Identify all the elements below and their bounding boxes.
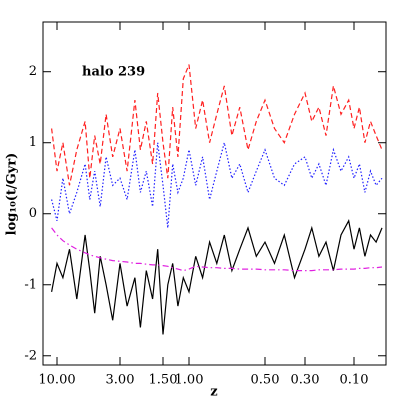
series-line: [51, 227, 383, 272]
x-tick-label: 0.10: [340, 373, 369, 388]
x-tick-label: 3.00: [106, 373, 135, 388]
series-line: [51, 219, 383, 335]
y-tick-label: -2: [24, 348, 37, 363]
y-tick-label: 1: [29, 135, 37, 150]
y-tick-label: 0: [29, 206, 37, 221]
y-axis-label: log₁₀(t/Gyr): [5, 153, 20, 236]
plot-frame: [42, 21, 387, 366]
y-tick-label: 2: [29, 64, 37, 79]
x-tick-label: 1.50: [149, 373, 178, 388]
x-tick-label: 0.50: [251, 373, 280, 388]
series-line: [51, 64, 383, 186]
x-tick-label: 1.00: [175, 373, 204, 388]
x-axis-label: z: [210, 385, 217, 400]
x-tick-label: 0.30: [291, 373, 320, 388]
x-tick-label: 10.00: [38, 373, 75, 388]
series-line: [51, 142, 383, 228]
y-tick-label: -1: [24, 277, 37, 292]
annotation: halo 239: [82, 65, 145, 80]
